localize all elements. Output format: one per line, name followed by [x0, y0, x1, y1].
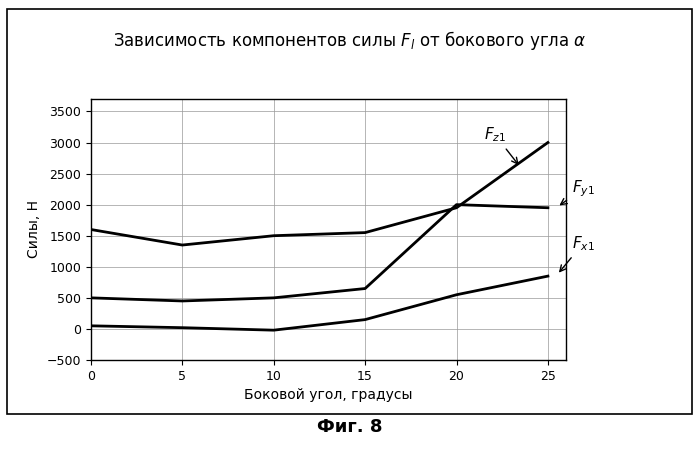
Y-axis label: Силы, Н: Силы, Н: [27, 201, 41, 258]
Text: Зависимость компонентов силы $F_l$ от бокового угла $\alpha$: Зависимость компонентов силы $F_l$ от бо…: [113, 29, 586, 52]
Text: Фиг. 8: Фиг. 8: [317, 418, 382, 436]
Text: $F_{y1}$: $F_{y1}$: [561, 178, 594, 205]
Text: $F_{z1}$: $F_{z1}$: [484, 126, 518, 164]
Text: $F_{x1}$: $F_{x1}$: [560, 234, 594, 271]
X-axis label: Боковой угол, градусы: Боковой угол, градусы: [244, 388, 413, 402]
